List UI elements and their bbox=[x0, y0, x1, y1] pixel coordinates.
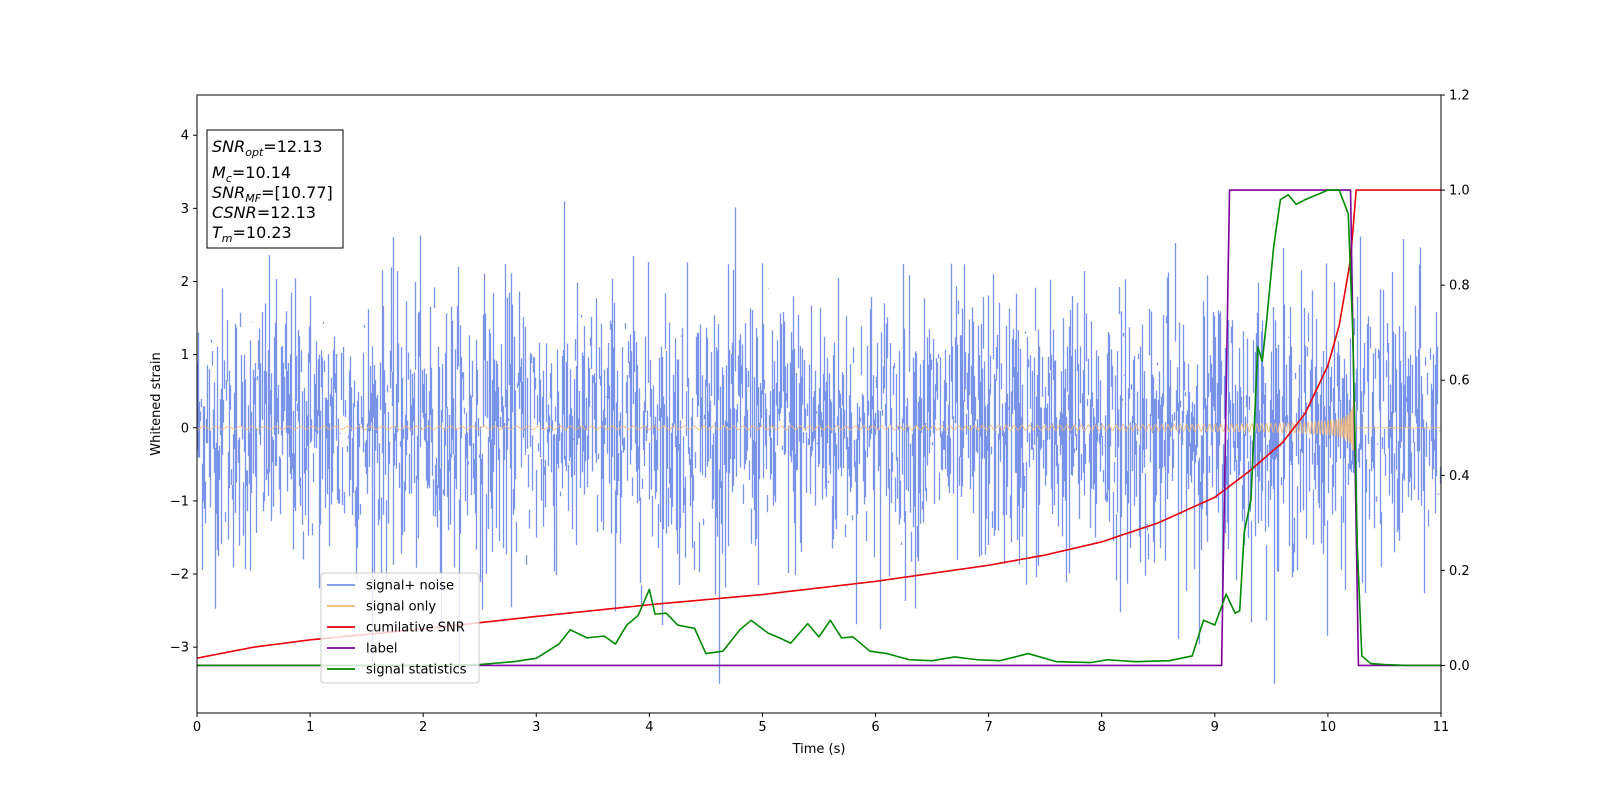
x-tick-label: 1 bbox=[306, 720, 314, 735]
y-right-tick-label: 1.2 bbox=[1449, 89, 1470, 104]
annotation-snr-opt: SNRopt=12.13 bbox=[212, 137, 323, 159]
signal-statistics-line bbox=[197, 189, 1441, 667]
x-tick-label: 7 bbox=[984, 720, 992, 735]
x-tick-label: 5 bbox=[758, 720, 766, 735]
legend-label: signal only bbox=[366, 600, 436, 615]
y-right-tick-label: 0.4 bbox=[1449, 469, 1470, 484]
y-left-tick-label: 1 bbox=[181, 348, 189, 363]
legend-item-signal-only: signal only bbox=[327, 600, 436, 615]
annotation-mc: Mc=10.14 bbox=[212, 163, 291, 185]
x-tick-label: 0 bbox=[193, 720, 201, 735]
y-axis-left: −3 −2 −1 0 1 2 3 4 bbox=[170, 129, 197, 656]
signal-only-line bbox=[197, 397, 1441, 451]
y-left-tick-label: 4 bbox=[181, 129, 189, 144]
x-tick-label: 4 bbox=[645, 720, 653, 735]
y-right-tick-label: 1.0 bbox=[1449, 184, 1470, 199]
x-axis: 0 1 2 3 4 5 6 7 8 9 10 11 bbox=[193, 713, 1449, 735]
series-signal-statistics bbox=[197, 189, 1441, 667]
y-right-tick-label: 0.0 bbox=[1449, 659, 1470, 674]
x-tick-label: 3 bbox=[532, 720, 540, 735]
annotation-tm: Tm=10.23 bbox=[212, 223, 292, 245]
x-tick-label: 8 bbox=[1098, 720, 1106, 735]
legend-frame bbox=[320, 572, 480, 684]
x-tick-label: 10 bbox=[1320, 720, 1337, 735]
y-axis-right: 0.0 0.2 0.4 0.6 0.8 1.0 1.2 bbox=[1441, 89, 1470, 674]
annotation-csnr: CSNR=12.13 bbox=[212, 203, 316, 222]
x-tick-label: 9 bbox=[1211, 720, 1219, 735]
y-left-tick-label: −1 bbox=[170, 494, 189, 509]
legend: signal+ noise signal only cumilative SNR la… bbox=[320, 572, 480, 684]
plot-frame bbox=[196, 94, 1442, 714]
x-tick-label: 11 bbox=[1433, 720, 1450, 735]
series-signal-only bbox=[197, 397, 1441, 451]
legend-label: cumilative SNR bbox=[366, 621, 465, 636]
annotation-frame bbox=[206, 129, 344, 249]
y-right-tick-label: 0.8 bbox=[1449, 279, 1470, 294]
y-right-tick-label: 0.6 bbox=[1449, 374, 1470, 389]
y-left-tick-label: −3 bbox=[170, 641, 189, 656]
x-tick-label: 6 bbox=[871, 720, 879, 735]
legend-label: signal+ noise bbox=[366, 579, 454, 594]
legend-label: signal statistics bbox=[366, 663, 467, 678]
legend-item-label: label bbox=[327, 642, 397, 657]
legend-item-cumulative-snr: cumilative SNR bbox=[327, 621, 465, 636]
y-left-tick-label: 3 bbox=[181, 202, 189, 217]
y-left-tick-label: 0 bbox=[181, 421, 189, 436]
x-axis-label: Time (s) bbox=[792, 742, 846, 757]
legend-item-signal-statistics: signal statistics bbox=[327, 663, 467, 678]
series-label bbox=[197, 189, 1441, 667]
annotation-box: SNRopt=12.13 Mc=10.14 SNRMF=[10.77] CSNR… bbox=[206, 129, 344, 249]
legend-label: label bbox=[366, 642, 397, 657]
y-right-tick-label: 0.2 bbox=[1449, 564, 1470, 579]
y-left-tick-label: −2 bbox=[170, 568, 189, 583]
y-axis-label: Whitened strain bbox=[149, 352, 164, 455]
x-tick-label: 2 bbox=[419, 720, 427, 735]
label-line bbox=[197, 189, 1441, 667]
y-left-tick-label: 2 bbox=[181, 275, 189, 290]
legend-item-signal-noise: signal+ noise bbox=[327, 579, 454, 594]
annotation-snr-mf: SNRMF=[10.77] bbox=[212, 183, 333, 205]
